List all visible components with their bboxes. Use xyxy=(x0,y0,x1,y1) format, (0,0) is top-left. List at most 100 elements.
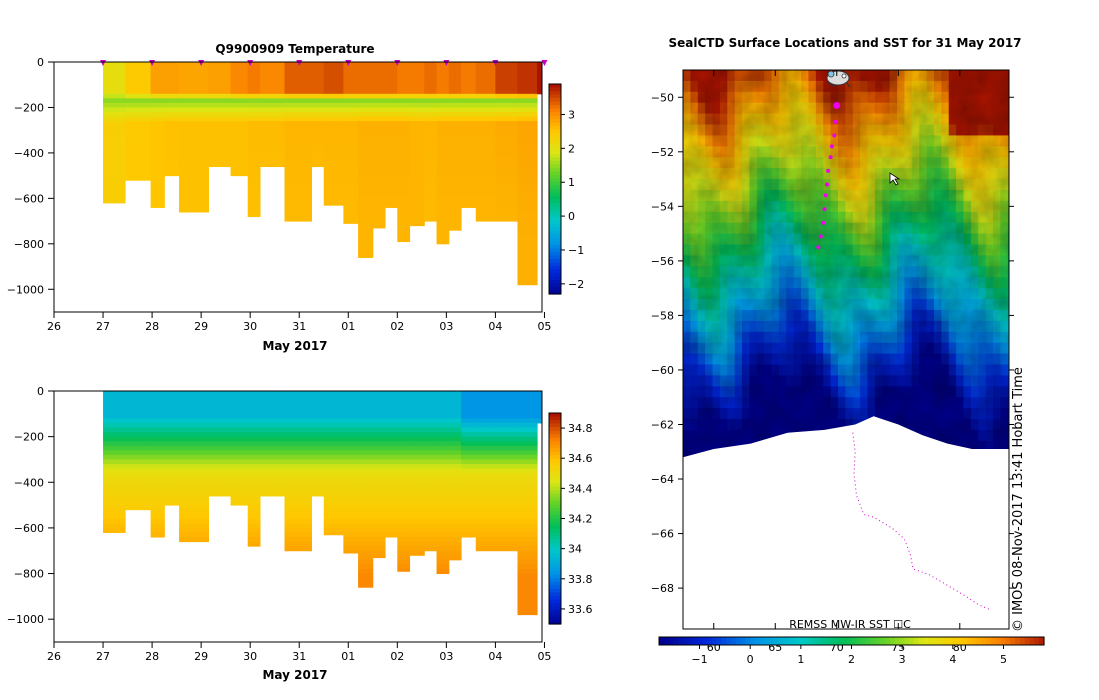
profile-cell xyxy=(164,62,180,68)
profile-cell xyxy=(372,486,386,492)
profile-cell xyxy=(247,527,261,533)
profile-cell xyxy=(517,202,538,208)
profile-cell xyxy=(164,143,180,149)
profile-cell xyxy=(358,116,374,122)
profile-cell xyxy=(448,436,462,442)
profile-column xyxy=(150,62,165,208)
profile-cell xyxy=(259,468,286,474)
profile-cell xyxy=(311,139,325,145)
profile-cell xyxy=(259,93,286,99)
profile-cell xyxy=(343,422,359,429)
sst-colorbar-segment xyxy=(1005,637,1011,645)
profile-cell xyxy=(358,75,374,81)
colorbar-segment xyxy=(549,430,561,435)
profile-cell xyxy=(164,162,180,168)
profile-cell xyxy=(385,175,398,181)
profile-cell xyxy=(179,139,209,145)
profile-cell xyxy=(436,152,450,158)
profile-cell xyxy=(247,162,261,168)
profile-cell xyxy=(517,568,538,575)
profile-cell xyxy=(323,162,344,168)
x-tick-label: 27 xyxy=(96,320,110,333)
profile-cell xyxy=(385,66,398,72)
profile-cell xyxy=(409,130,425,136)
profile-cell xyxy=(436,130,450,136)
profile-cell xyxy=(461,125,477,131)
profile-cell xyxy=(397,152,411,158)
sst-colorbar-segment xyxy=(808,637,814,645)
profile-cell xyxy=(372,500,386,506)
profile-cell xyxy=(436,436,450,442)
profile-cell xyxy=(475,468,496,474)
profile-cell xyxy=(372,409,386,415)
colorbar-segment xyxy=(549,87,561,92)
profile-cell xyxy=(517,596,538,602)
profile-cell xyxy=(284,134,312,140)
profile-cell xyxy=(448,139,462,145)
profile-cell xyxy=(125,427,152,433)
profile-cell xyxy=(343,400,359,406)
profile-cell xyxy=(517,495,538,502)
profile-cell xyxy=(448,432,462,438)
profile-cell xyxy=(150,413,165,419)
profile-cell xyxy=(372,473,386,479)
profile-cell xyxy=(284,125,312,131)
profile-cell xyxy=(179,482,209,488)
profile-cell xyxy=(397,495,411,502)
profile-cell xyxy=(125,473,152,479)
profile-cell xyxy=(358,252,374,258)
profile-cell xyxy=(358,212,374,218)
profile-cell xyxy=(230,143,249,149)
profile-cell xyxy=(125,71,152,77)
colorbar-segment xyxy=(549,91,561,96)
profile-cell xyxy=(495,505,518,511)
profile-cell xyxy=(358,400,374,406)
profile-cell xyxy=(164,112,180,118)
profile-cell xyxy=(397,157,411,163)
x-tick-label: 04 xyxy=(488,650,502,663)
profile-cell xyxy=(259,400,286,406)
profile-cell xyxy=(311,473,325,479)
colorbar-segment xyxy=(549,164,561,169)
profile-cell xyxy=(164,495,180,502)
profile-cell xyxy=(448,75,462,81)
profile-cell xyxy=(343,445,359,451)
profile-cell xyxy=(436,162,450,168)
profile-cell xyxy=(323,189,344,195)
colorbar-segment xyxy=(549,493,561,498)
profile-cell xyxy=(179,441,209,447)
profile-cell xyxy=(164,464,180,470)
profile-cell xyxy=(495,216,518,222)
profile-cell xyxy=(284,436,312,442)
profile-cell xyxy=(424,152,438,158)
colorbar-segment xyxy=(549,192,561,197)
profile-cell xyxy=(385,409,398,415)
profile-cell xyxy=(397,450,411,456)
profile-cell xyxy=(103,71,126,77)
colorbar-segment xyxy=(549,115,561,120)
latitude-axis: −50−52−54−56−58−60−62−64−66−68 xyxy=(651,91,1014,595)
profile-cell xyxy=(164,71,180,77)
profile-cell xyxy=(436,89,450,95)
colorbar-segment xyxy=(549,543,561,548)
profile-cell xyxy=(164,89,180,95)
profile-cell xyxy=(311,454,325,460)
profile-cell xyxy=(358,66,374,72)
profile-cell xyxy=(461,477,477,483)
profile-cell xyxy=(150,62,165,68)
colorbar-segment xyxy=(549,287,561,292)
profile-cell xyxy=(358,459,374,465)
profile-cell xyxy=(475,523,496,529)
profile-cell xyxy=(461,139,477,145)
profile-cell xyxy=(409,102,425,108)
profile-cell xyxy=(397,518,411,524)
profile-cell xyxy=(125,143,152,149)
profile-cell xyxy=(208,102,232,108)
profile-column xyxy=(179,62,209,213)
profile-cell xyxy=(179,189,209,195)
profile-cell xyxy=(125,486,152,492)
profile-cell xyxy=(343,495,359,502)
profile-cell xyxy=(385,468,398,474)
profile-cell xyxy=(397,62,411,68)
profile-cell xyxy=(103,175,126,181)
